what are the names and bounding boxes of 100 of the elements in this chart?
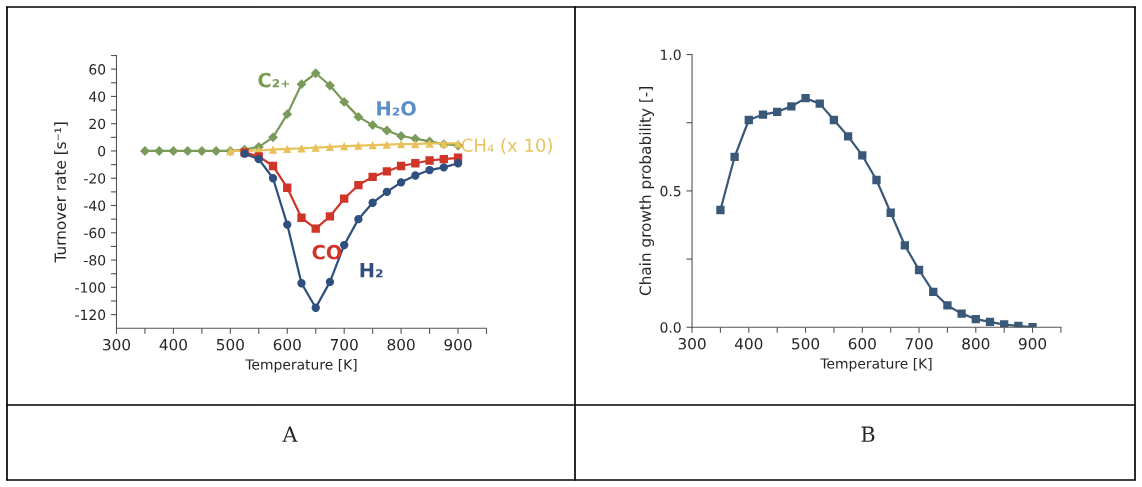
point [283,220,292,229]
x-tick-label: 800 [962,337,990,350]
point [296,79,307,90]
x-tick-label: 900 [1018,337,1047,350]
y-tick-label: -20 [84,173,106,184]
x-axis-title: Temperature [K] [245,359,357,373]
x-tick-label: 300 [678,337,706,350]
point [943,301,952,310]
point [843,132,853,141]
point [858,151,867,160]
point [182,146,193,156]
x-tick-label: 700 [330,338,358,351]
y-tick-label: 0.0 [660,322,681,333]
point [268,145,278,154]
point [439,154,448,164]
point [283,183,292,192]
point [914,265,924,275]
y-tick-label: -120 [75,309,106,321]
y-tick-label: 1.0 [661,49,681,61]
x-tick-label: 500 [792,337,820,350]
y-tick-label: 0.5 [660,185,681,197]
point [368,140,377,150]
point [297,213,306,222]
point [168,146,179,156]
point [140,146,150,156]
point [340,142,349,151]
y-tick-label: 20 [89,118,106,130]
point [886,208,895,217]
point [325,142,335,152]
point [801,94,810,103]
point [381,125,392,136]
text: A [282,426,298,442]
point [787,102,796,111]
point [311,143,320,152]
point [311,224,320,233]
x-tick-label: 600 [848,337,876,350]
series-label: CH₄ (x 10) [461,138,552,155]
point [744,115,753,125]
point [354,214,363,224]
x-tick-label: 300 [103,338,131,351]
point [283,144,292,154]
annotation: H₂O [377,101,416,116]
point [425,165,434,175]
point [297,279,306,288]
point [425,156,434,165]
x-tick-label: 500 [216,338,244,351]
point [396,139,406,149]
point [758,110,768,119]
point [325,80,335,91]
point [773,107,782,116]
point [325,212,335,221]
point [411,159,420,168]
point [900,241,910,250]
series-label: H₂ [360,263,383,278]
point [282,109,293,120]
x-tick-label: 800 [387,338,415,351]
point [1014,321,1023,328]
point [368,198,377,207]
y-tick-label: -100 [75,282,106,293]
point [411,139,420,149]
point [382,140,392,149]
point [268,132,278,143]
point [339,96,350,107]
y-tick-label: 40 [89,91,106,102]
x-tick-label: 400 [159,338,187,351]
series-label: C₂₊ [258,72,290,88]
y-tick-label: -40 [84,200,106,211]
point [829,115,839,125]
point [815,99,824,108]
point [985,317,995,326]
point [1000,320,1009,328]
y-tick-label: -60 [84,227,106,239]
y-tick-label: 60 [89,64,106,75]
x-tick-label: 900 [444,338,472,351]
point [340,194,349,203]
point [716,205,725,215]
point [730,152,739,161]
point [872,175,881,185]
point [396,161,406,171]
point [353,111,364,122]
point [382,167,392,176]
y-axis-title: Turnover rate [s⁻¹] [54,122,68,263]
y-axis-title: Chain growth probability [-] [639,87,654,296]
x-tick-label: 700 [905,337,933,350]
point [310,68,321,79]
point [396,131,407,141]
point [411,171,420,180]
text: B [861,426,875,442]
point [367,120,378,130]
point [971,314,980,324]
point [311,303,320,312]
point [325,277,335,287]
y-tick-label: -80 [84,255,106,266]
x-tick-label: 600 [273,338,301,351]
point [268,174,278,183]
point [439,163,448,172]
y-tick-label: 0 [98,145,106,157]
x-tick-label: 400 [734,337,763,350]
point [396,178,406,187]
point [354,180,363,190]
